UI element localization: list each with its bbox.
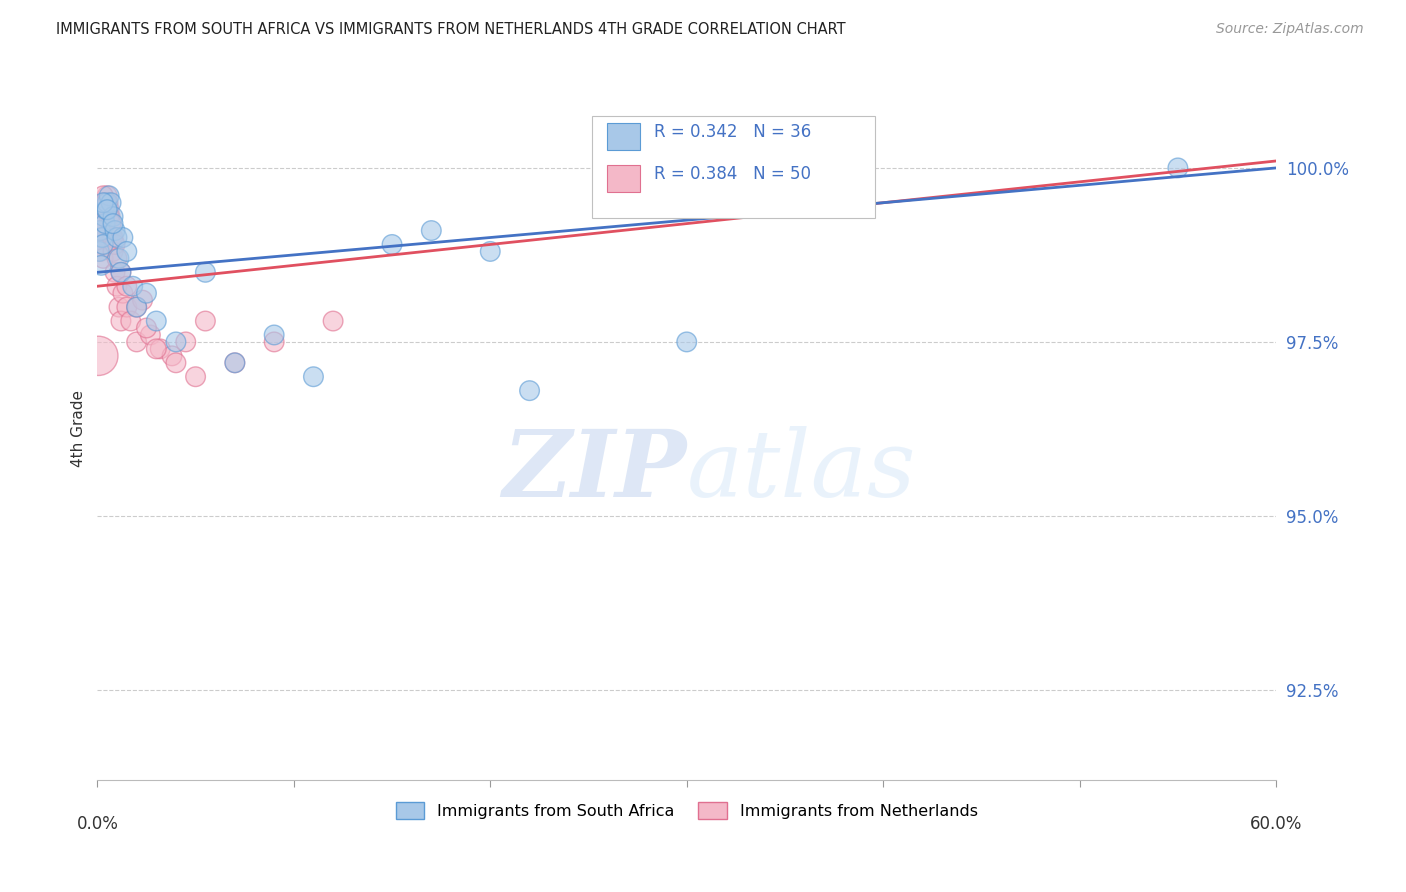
Point <box>104 265 127 279</box>
Point <box>108 252 131 266</box>
Point <box>91 188 114 202</box>
Point <box>96 195 118 210</box>
Point <box>87 230 110 244</box>
Point <box>135 321 157 335</box>
Text: 60.0%: 60.0% <box>1250 815 1302 833</box>
Point <box>105 252 128 266</box>
Point <box>93 210 115 224</box>
Point <box>101 230 124 244</box>
Point <box>519 384 541 398</box>
Point <box>91 252 114 266</box>
Point <box>120 314 142 328</box>
Point <box>89 217 111 231</box>
Text: IMMIGRANTS FROM SOUTH AFRICA VS IMMIGRANTS FROM NETHERLANDS 4TH GRADE CORRELATIO: IMMIGRANTS FROM SOUTH AFRICA VS IMMIGRAN… <box>56 22 846 37</box>
Point <box>139 328 162 343</box>
Point <box>96 188 118 202</box>
Text: R = 0.342   N = 36: R = 0.342 N = 36 <box>654 122 811 141</box>
Point <box>479 244 502 259</box>
Point <box>184 369 207 384</box>
Point <box>110 265 132 279</box>
Point <box>100 217 122 231</box>
Text: R = 0.384   N = 50: R = 0.384 N = 50 <box>654 165 811 183</box>
Point <box>160 349 183 363</box>
Point <box>98 210 121 224</box>
Point <box>89 223 111 237</box>
Point <box>675 334 697 349</box>
Text: atlas: atlas <box>686 426 917 516</box>
Point <box>96 202 118 217</box>
Point <box>101 244 124 259</box>
Point <box>91 230 114 244</box>
Point <box>93 210 115 224</box>
Point <box>322 314 344 328</box>
Point <box>105 279 128 293</box>
Point <box>111 230 134 244</box>
Point <box>94 217 117 231</box>
Point <box>104 237 127 252</box>
Point <box>89 223 111 237</box>
Y-axis label: 4th Grade: 4th Grade <box>72 391 86 467</box>
Legend: Immigrants from South Africa, Immigrants from Netherlands: Immigrants from South Africa, Immigrants… <box>389 796 984 825</box>
Point <box>97 195 120 210</box>
Point <box>101 230 124 244</box>
Point <box>149 342 172 356</box>
Point <box>263 334 285 349</box>
Point <box>104 223 127 237</box>
Point <box>224 356 246 370</box>
Point <box>145 314 167 328</box>
Point <box>96 202 118 217</box>
Point <box>302 369 325 384</box>
Point <box>98 202 121 217</box>
Point <box>105 230 128 244</box>
Point <box>115 279 138 293</box>
Point <box>135 286 157 301</box>
Point <box>111 286 134 301</box>
Text: ZIP: ZIP <box>502 426 686 516</box>
Point <box>90 223 112 237</box>
Point <box>89 244 111 259</box>
Point <box>1167 161 1189 175</box>
Point <box>91 195 114 210</box>
Point <box>100 217 122 231</box>
Text: 0.0%: 0.0% <box>76 815 118 833</box>
Point <box>121 279 143 293</box>
Point <box>165 356 187 370</box>
Point <box>98 210 121 224</box>
Point <box>110 314 132 328</box>
Point <box>110 265 132 279</box>
Point <box>174 334 197 349</box>
Point <box>101 217 124 231</box>
Point <box>125 300 148 314</box>
Point <box>94 195 117 210</box>
Point <box>263 328 285 343</box>
Point <box>420 223 443 237</box>
Point <box>381 237 404 252</box>
Point <box>96 195 118 210</box>
FancyBboxPatch shape <box>606 123 640 150</box>
Point <box>96 202 118 217</box>
Point <box>125 300 148 314</box>
Point <box>89 244 111 259</box>
Point <box>194 265 217 279</box>
Point <box>98 188 121 202</box>
Point <box>91 237 114 252</box>
Point <box>101 210 124 224</box>
Point <box>100 195 122 210</box>
Point <box>87 349 110 363</box>
FancyBboxPatch shape <box>592 116 876 218</box>
Point <box>131 293 153 308</box>
FancyBboxPatch shape <box>606 165 640 192</box>
Point <box>108 300 131 314</box>
Text: Source: ZipAtlas.com: Source: ZipAtlas.com <box>1216 22 1364 37</box>
Point <box>94 202 117 217</box>
Point <box>194 314 217 328</box>
Point <box>115 300 138 314</box>
Point <box>145 342 167 356</box>
Point <box>90 258 112 272</box>
Point <box>115 244 138 259</box>
Point <box>125 334 148 349</box>
Point <box>165 334 187 349</box>
Point <box>224 356 246 370</box>
Point <box>91 237 114 252</box>
